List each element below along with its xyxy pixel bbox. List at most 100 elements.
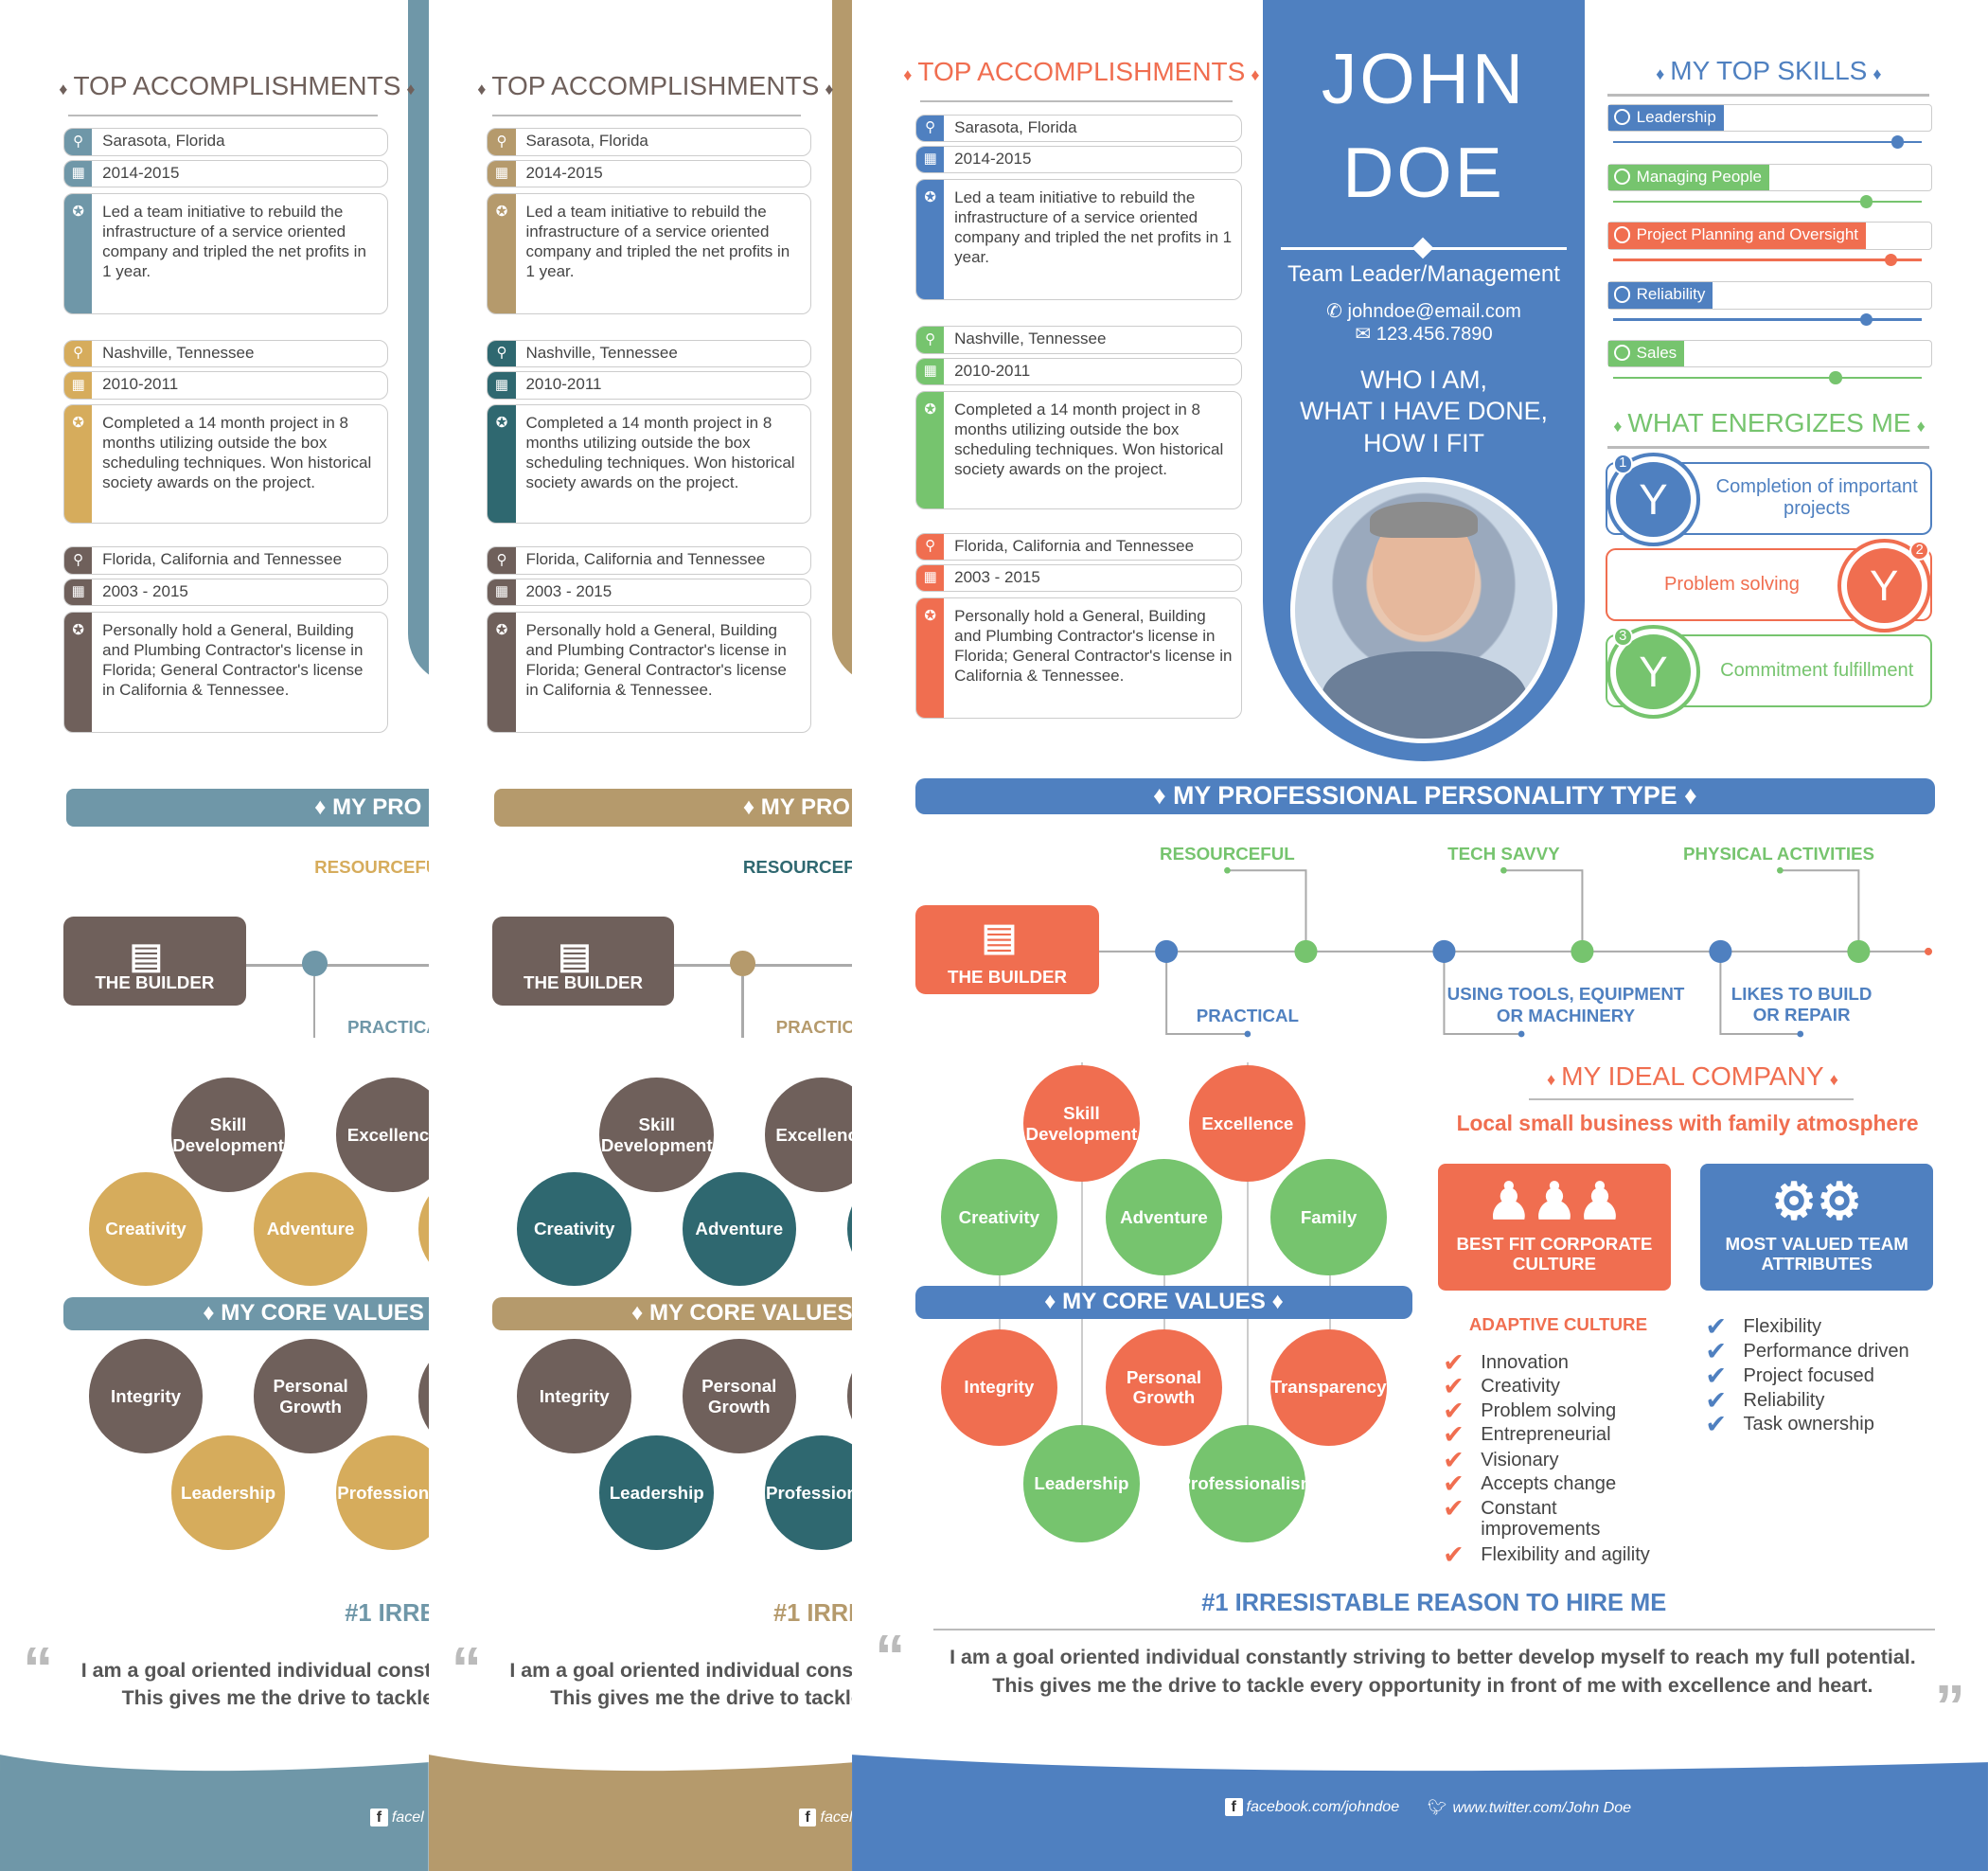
skill-label: Reliability [1608,282,1713,309]
checkmark-icon: ✔ [1443,1470,1464,1499]
label-dot [1224,866,1231,874]
award-ribbon-icon: ✪ [488,612,516,733]
core-value-circle: Skill Development [599,1078,714,1192]
checkmark-icon: ✔ [1443,1420,1464,1450]
attribute-item-text: Performance driven [1743,1340,1909,1362]
attribute-item: ✔ Reliability [1705,1388,1933,1414]
builder-badge: ▤ THE BUILDER [914,905,1100,994]
award-ribbon-icon: ✪ [488,193,516,314]
energizer-number: 1 [1612,454,1633,474]
timeline-node [1155,939,1179,963]
reason-line-2: This gives me the drive to tackle [121,1686,429,1710]
skill-track [1612,318,1923,321]
culture-card: ♟♟♟ BEST FIT CORPORATE CULTURE [1437,1164,1672,1292]
core-value-circle: Creativity [88,1171,204,1287]
accomplishment-description: ✪ Completed a 14 month project in 8 month… [487,404,812,525]
core-value-circle: Adventure [682,1171,797,1287]
skill-bar: Project Planning and Oversight [1607,222,1933,250]
core-value-circle: Personal Growth [1105,1328,1223,1446]
accomplishment-description: ✪ Personally hold a General, Building and… [487,611,812,734]
culture-item-text: Accepts change [1481,1473,1617,1495]
core-value-circle [846,1171,855,1287]
location-pin-icon: ⚲ [63,340,93,367]
timeline-node [730,951,756,977]
trait-label-resourceful: RESOURCEFUL [742,857,855,878]
core-value-circle: Leadership [599,1435,714,1550]
header-accent-strip [831,0,855,686]
attribute-item-text: Project focused [1743,1365,1874,1387]
location-pin-icon: ⚲ [915,533,945,560]
years-row: ▦ 2003 - 2015 [487,578,812,607]
accomplishment-description: ✪ Completed a 14 month project in 8 month… [914,390,1243,510]
reason-line-2: This gives me the drive to tackle every … [992,1673,1873,1697]
brick-trowel-icon: ▤ [981,915,1018,958]
attribute-item: ✔ Task ownership [1705,1412,1933,1437]
accomplishments-title: ♦ TOP ACCOMPLISHMENTS ♦ [477,71,834,100]
builder-label: THE BUILDER [948,966,1068,987]
accomplishment-description: ✪ Completed a 14 month project in 8 month… [62,404,388,525]
culture-item: ✔ Problem solving [1443,1398,1671,1423]
skill-label-text: Sales [1636,343,1677,362]
trait-label-build-line-2: OR REPAIR [1752,1004,1851,1025]
location-pin-icon: ⚲ [488,340,516,367]
mail-icon: ✉ [1355,324,1376,346]
timeline-node [1571,939,1594,963]
open-quote-icon: “ [451,1634,482,1702]
timeline-connector [1780,868,1860,952]
facebook-link[interactable]: f facel [798,1808,855,1834]
location-pin-icon: ⚲ [488,547,516,574]
culture-card-label: BEST FIT CORPORATE CULTURE [1456,1234,1653,1274]
trait-label-tools-line-1: USING TOOLS, EQUIPMENT [1447,984,1685,1005]
skill-label-text: Project Planning and Oversight [1636,225,1859,244]
award-ribbon-icon: ✪ [63,405,93,524]
culture-item-text: Problem solving [1481,1399,1617,1421]
accomplishments-title: ♦ TOP ACCOMPLISHMENTS ♦ [903,57,1260,87]
location-text: Florida, California and Tennessee [954,536,1195,555]
builder-badge: ▤ THE BUILDER [62,917,246,1007]
core-value-circle: Creativity [517,1171,631,1287]
energizes-title: ♦ WHAT ENERGIZES ME ♦ [1613,408,1926,438]
location-row: ⚲ Florida, California and Tennessee [62,546,388,575]
checkmark-icon: ✔ [1443,1347,1464,1377]
culture-heading: ADAPTIVE CULTURE [1468,1313,1648,1334]
gear-icon [1613,168,1630,186]
years-text: 2014-2015 [954,150,1032,169]
calendar-icon: ▦ [915,147,945,173]
header-accent-strip [408,0,429,686]
skill-level-knob [1829,371,1842,384]
accomplishment-description: ✪ Personally hold a General, Building and… [914,597,1243,720]
tagline-line-2: WHAT I HAVE DONE, [1300,397,1548,426]
first-name: JOHN [1321,39,1527,119]
award-ribbon-icon: ✪ [915,597,945,719]
years-row: ▦ 2010-2011 [62,371,388,400]
ideal-company-subtitle: Local small business with family atmosph… [1456,1111,1919,1136]
core-value-circle: Adventure [1105,1159,1223,1276]
core-values-title: MY CORE VALUES [221,1300,424,1327]
timeline-connector [1443,951,1522,1035]
location-text: Sarasota, Florida [102,132,225,151]
facebook-link[interactable]: f facebook.com/johndoe [1224,1798,1428,1824]
twitter-link[interactable]: 🐦︎ www.twitter.com/John Doe [1428,1798,1681,1824]
value-connector [1246,1062,1249,1497]
location-row: ⚲ Sarasota, Florida [62,128,388,156]
description-text: Completed a 14 month project in 8 months… [102,414,372,492]
close-quote-icon: ” [1934,1672,1965,1741]
email-row[interactable]: ✆ johndoe@email.com [1263,299,1585,325]
culture-item: ✔ Accepts change [1443,1470,1671,1499]
location-text: Nashville, Tennessee [525,343,678,362]
years-row: ▦ 2014-2015 [62,159,388,188]
core-values-title: MY CORE VALUES [1062,1289,1266,1315]
location-text: Florida, California and Tennessee [525,550,766,569]
attribute-item: ✔ Flexibility [1705,1314,1933,1340]
checkmark-icon: ✔ [1443,1541,1464,1570]
skill-track [1612,140,1923,144]
award-ribbon-icon: ✪ [915,391,945,509]
attribute-item: ✔ Performance driven [1705,1338,1933,1363]
facebook-link[interactable]: f facel [370,1808,429,1834]
calendar-icon: ▦ [488,160,516,187]
skill-label-text: Leadership [1636,107,1716,126]
core-values-band: ♦ MY CORE VALUES ♦ [914,1286,1412,1319]
label-dot [1776,866,1784,874]
location-pin-icon: ⚲ [915,115,945,141]
